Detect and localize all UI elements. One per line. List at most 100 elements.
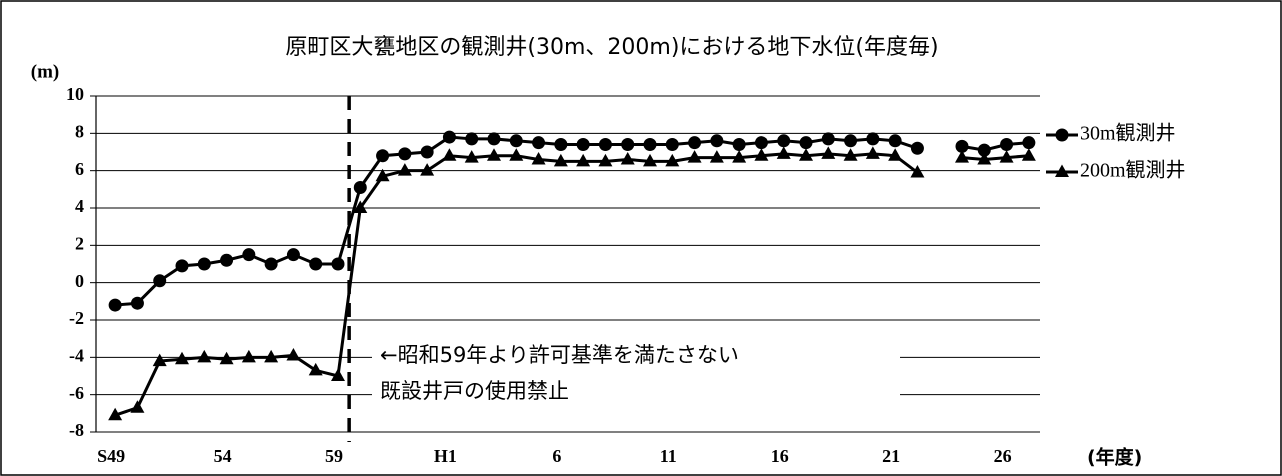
point <box>130 400 145 413</box>
point <box>353 180 367 194</box>
legend-marker <box>1055 128 1069 142</box>
point <box>977 151 992 165</box>
point <box>620 151 635 165</box>
legend-marker <box>1055 164 1069 177</box>
point <box>175 259 189 273</box>
point <box>598 153 613 167</box>
point <box>309 257 323 271</box>
x-axis-label: (年度) <box>1087 446 1142 469</box>
y-tick-label: 4 <box>75 196 84 216</box>
point <box>955 150 969 163</box>
point <box>910 141 924 155</box>
point <box>844 134 858 148</box>
point <box>487 132 501 146</box>
point <box>576 153 591 167</box>
point <box>598 138 612 152</box>
point <box>754 148 769 161</box>
chart-title: 原町区大甕地区の観測井(30m、200m)における地下水位(年度毎) <box>285 35 938 60</box>
x-tick-label: H1 <box>434 446 457 466</box>
y-tick-label: -2 <box>69 308 84 328</box>
point <box>152 353 167 367</box>
point <box>465 132 479 146</box>
point <box>977 143 991 157</box>
y-tick-label: 10 <box>66 84 84 104</box>
y-tick-label: -4 <box>69 345 84 365</box>
point <box>442 130 456 144</box>
point <box>509 148 524 161</box>
annotation: ←昭和59年より許可基準を満たさない <box>380 343 739 367</box>
x-tick-label: 21 <box>882 446 900 466</box>
point <box>108 298 122 312</box>
annotation-bg <box>372 338 900 408</box>
point <box>241 349 256 363</box>
point <box>732 150 747 163</box>
point <box>442 148 457 161</box>
y-axis-label: (m) <box>31 61 59 82</box>
point <box>888 148 903 161</box>
y-tick-label: -6 <box>69 383 84 403</box>
point <box>554 138 568 152</box>
point <box>665 153 680 167</box>
point <box>1022 136 1036 150</box>
point <box>643 153 657 167</box>
y-tick-label: -8 <box>69 420 84 440</box>
point <box>353 200 368 213</box>
legend-label: 200m観測井 <box>1080 159 1186 182</box>
x-tick-label: 11 <box>660 446 677 466</box>
point <box>777 134 791 148</box>
point <box>397 163 412 176</box>
point <box>420 163 435 176</box>
point <box>710 134 724 148</box>
point <box>687 150 702 163</box>
point <box>532 136 546 150</box>
point <box>643 138 657 152</box>
y-tick-label: 8 <box>75 121 84 141</box>
legend-label: 30m観測井 <box>1080 122 1176 145</box>
point <box>866 132 880 146</box>
point <box>821 132 835 146</box>
point <box>153 274 167 288</box>
point <box>776 146 791 159</box>
point <box>1021 148 1036 161</box>
point <box>108 407 123 421</box>
point <box>1000 138 1014 152</box>
point <box>264 349 279 363</box>
point <box>464 150 479 163</box>
point <box>375 168 390 182</box>
point <box>865 146 880 159</box>
point <box>688 136 702 150</box>
point <box>665 138 679 152</box>
point <box>286 248 300 262</box>
point <box>509 134 523 148</box>
point <box>888 134 902 148</box>
x-tick-label: 59 <box>325 446 343 466</box>
x-tick-label: 26 <box>994 446 1012 466</box>
y-tick-label: 2 <box>75 233 84 253</box>
point <box>799 136 813 150</box>
point <box>219 351 234 365</box>
point <box>754 136 768 150</box>
point <box>955 139 969 153</box>
point <box>487 148 501 161</box>
point <box>576 138 590 152</box>
point <box>175 351 189 365</box>
point <box>376 149 390 163</box>
point <box>732 138 746 152</box>
point <box>821 146 836 159</box>
point <box>999 150 1014 163</box>
y-tick-label: 0 <box>75 271 84 291</box>
point <box>553 153 568 167</box>
point <box>197 257 211 271</box>
x-tick-label: 16 <box>771 446 789 466</box>
point <box>531 151 546 165</box>
x-tick-label: S49 <box>97 446 125 466</box>
point <box>709 150 724 163</box>
point <box>264 257 278 271</box>
point <box>286 347 301 361</box>
point <box>220 253 234 267</box>
annotation: 既設井戸の使用禁止 <box>380 379 569 403</box>
point <box>799 148 813 161</box>
point <box>242 248 256 262</box>
